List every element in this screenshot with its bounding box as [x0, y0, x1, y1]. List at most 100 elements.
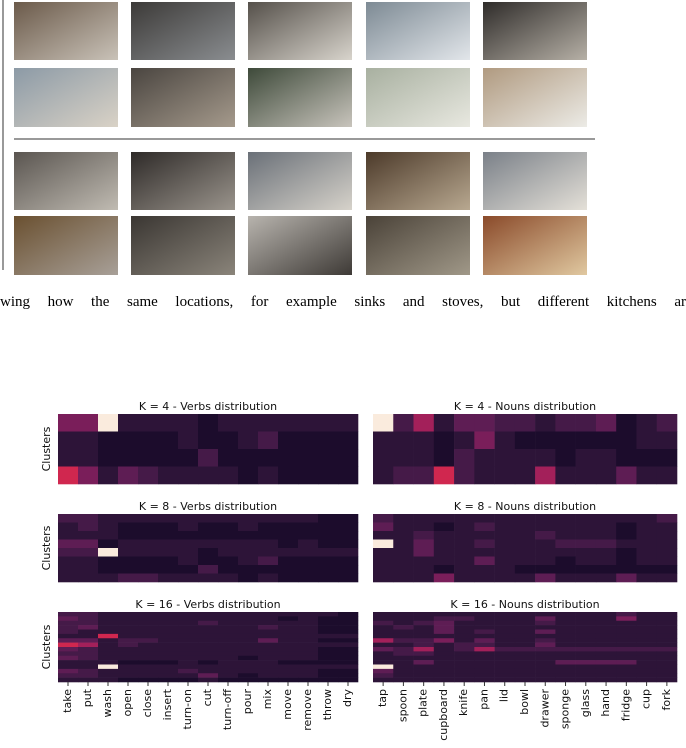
heatmap-cell — [656, 531, 678, 540]
photo — [483, 2, 587, 60]
heatmap-cell — [494, 539, 516, 549]
x-tick-label: cup — [640, 689, 653, 709]
heatmap-cell — [78, 573, 99, 583]
heatmap-cell — [656, 655, 678, 661]
heatmap-cell — [78, 620, 99, 626]
heatmap-cell — [636, 612, 658, 617]
heatmap-cell — [413, 414, 435, 432]
heatmap-cell — [98, 556, 119, 566]
heatmap-cell — [98, 612, 119, 617]
heatmap-cell — [393, 677, 414, 683]
heatmap-cell — [494, 625, 516, 630]
photo — [248, 68, 352, 127]
heatmap-cell — [433, 625, 455, 630]
heatmap-cell — [575, 668, 597, 674]
x-tick-label: wash — [101, 689, 114, 717]
heatmap-cell — [198, 638, 219, 643]
heatmap-cell — [178, 629, 199, 635]
heatmap-cell — [118, 548, 139, 557]
heatmap-cell — [138, 449, 159, 467]
heatmap-cell — [474, 514, 495, 523]
heatmap-cell — [595, 539, 617, 549]
heatmap-cell — [338, 573, 359, 583]
heatmap-cell — [138, 531, 159, 540]
heatmap-cell — [616, 655, 637, 661]
heatmap-cell — [373, 620, 394, 626]
heatmap-cell — [318, 522, 339, 532]
heatmap-cell — [474, 573, 495, 583]
heatmap-cell — [393, 531, 414, 540]
heatmap-cell — [474, 625, 495, 630]
heatmap-cell — [514, 625, 536, 630]
heatmap-cell — [555, 647, 576, 652]
heatmap-cell — [575, 565, 597, 574]
heatmap-cell — [494, 616, 516, 622]
heatmap-cell — [555, 565, 576, 574]
heatmap-cell — [78, 414, 99, 432]
heatmap-cell — [98, 647, 119, 652]
heatmap-cell — [474, 466, 495, 485]
heatmap-cell — [494, 638, 516, 643]
heatmap-cell — [433, 673, 455, 678]
heatmap-cell — [555, 638, 576, 643]
heatmap-cell — [433, 466, 455, 485]
heatmap-cell — [138, 522, 159, 532]
heatmap-cell — [555, 514, 576, 523]
heatmap-cell — [138, 668, 159, 674]
heatmap-cell — [595, 633, 617, 639]
heatmap-cell — [535, 633, 556, 639]
heatmap-cell — [78, 612, 99, 617]
heatmap-cell — [535, 414, 556, 432]
heatmap-cell — [338, 612, 359, 617]
heatmap-cell — [338, 414, 359, 432]
heatmap-cell — [616, 539, 637, 549]
heatmap-cell — [338, 647, 359, 652]
heatmap-cell — [258, 651, 279, 657]
heatmap-cell — [58, 565, 79, 574]
x-tick-label: plate — [417, 689, 430, 717]
heatmap-cell — [138, 664, 159, 670]
heatmap-cell — [393, 449, 414, 467]
heatmap-cell — [258, 664, 279, 670]
heatmap-cell — [138, 677, 159, 683]
heatmap-cell — [278, 612, 299, 617]
heatmap-cell — [78, 664, 99, 670]
heatmap-cell — [78, 616, 99, 622]
heatmap-cell — [433, 642, 455, 648]
heatmap-cell — [118, 655, 139, 661]
heatmap-cell — [58, 629, 79, 635]
heatmap-cell — [258, 633, 279, 639]
heatmap-cell — [575, 431, 597, 450]
heatmap-cell — [595, 431, 617, 450]
heatmap-cell — [413, 522, 435, 532]
heatmap-cell — [238, 673, 259, 678]
heatmap-cell — [298, 466, 319, 485]
heatmap-cell — [494, 612, 516, 617]
heatmap-cell — [158, 673, 179, 678]
heatmap-cell — [158, 522, 179, 532]
heatmap-cell — [494, 673, 516, 678]
heatmap-cell — [413, 673, 435, 678]
heatmap-cell — [413, 625, 435, 630]
x-tick-label: turn-off — [221, 689, 234, 730]
heatmap-cell — [494, 633, 516, 639]
heatmap-cell — [393, 633, 414, 639]
heatmap-cell — [616, 514, 637, 523]
heatmap-cell — [636, 677, 658, 683]
x-tick-label: sponge — [559, 689, 572, 729]
heatmap-cell — [158, 531, 179, 540]
heatmap-cell — [616, 673, 637, 678]
heatmap-cell — [278, 531, 299, 540]
heatmap-cell — [218, 660, 239, 665]
photo — [366, 68, 470, 127]
heatmap-cell — [338, 668, 359, 674]
heatmap-cell — [178, 668, 199, 674]
heatmap-cell — [158, 655, 179, 661]
heatmap-cell — [514, 573, 536, 583]
heatmap-cell — [78, 651, 99, 657]
heatmap-cell — [616, 651, 637, 657]
heatmap-cell — [555, 677, 576, 683]
heatmap-cell — [595, 664, 617, 670]
heatmap-cell — [118, 573, 139, 583]
